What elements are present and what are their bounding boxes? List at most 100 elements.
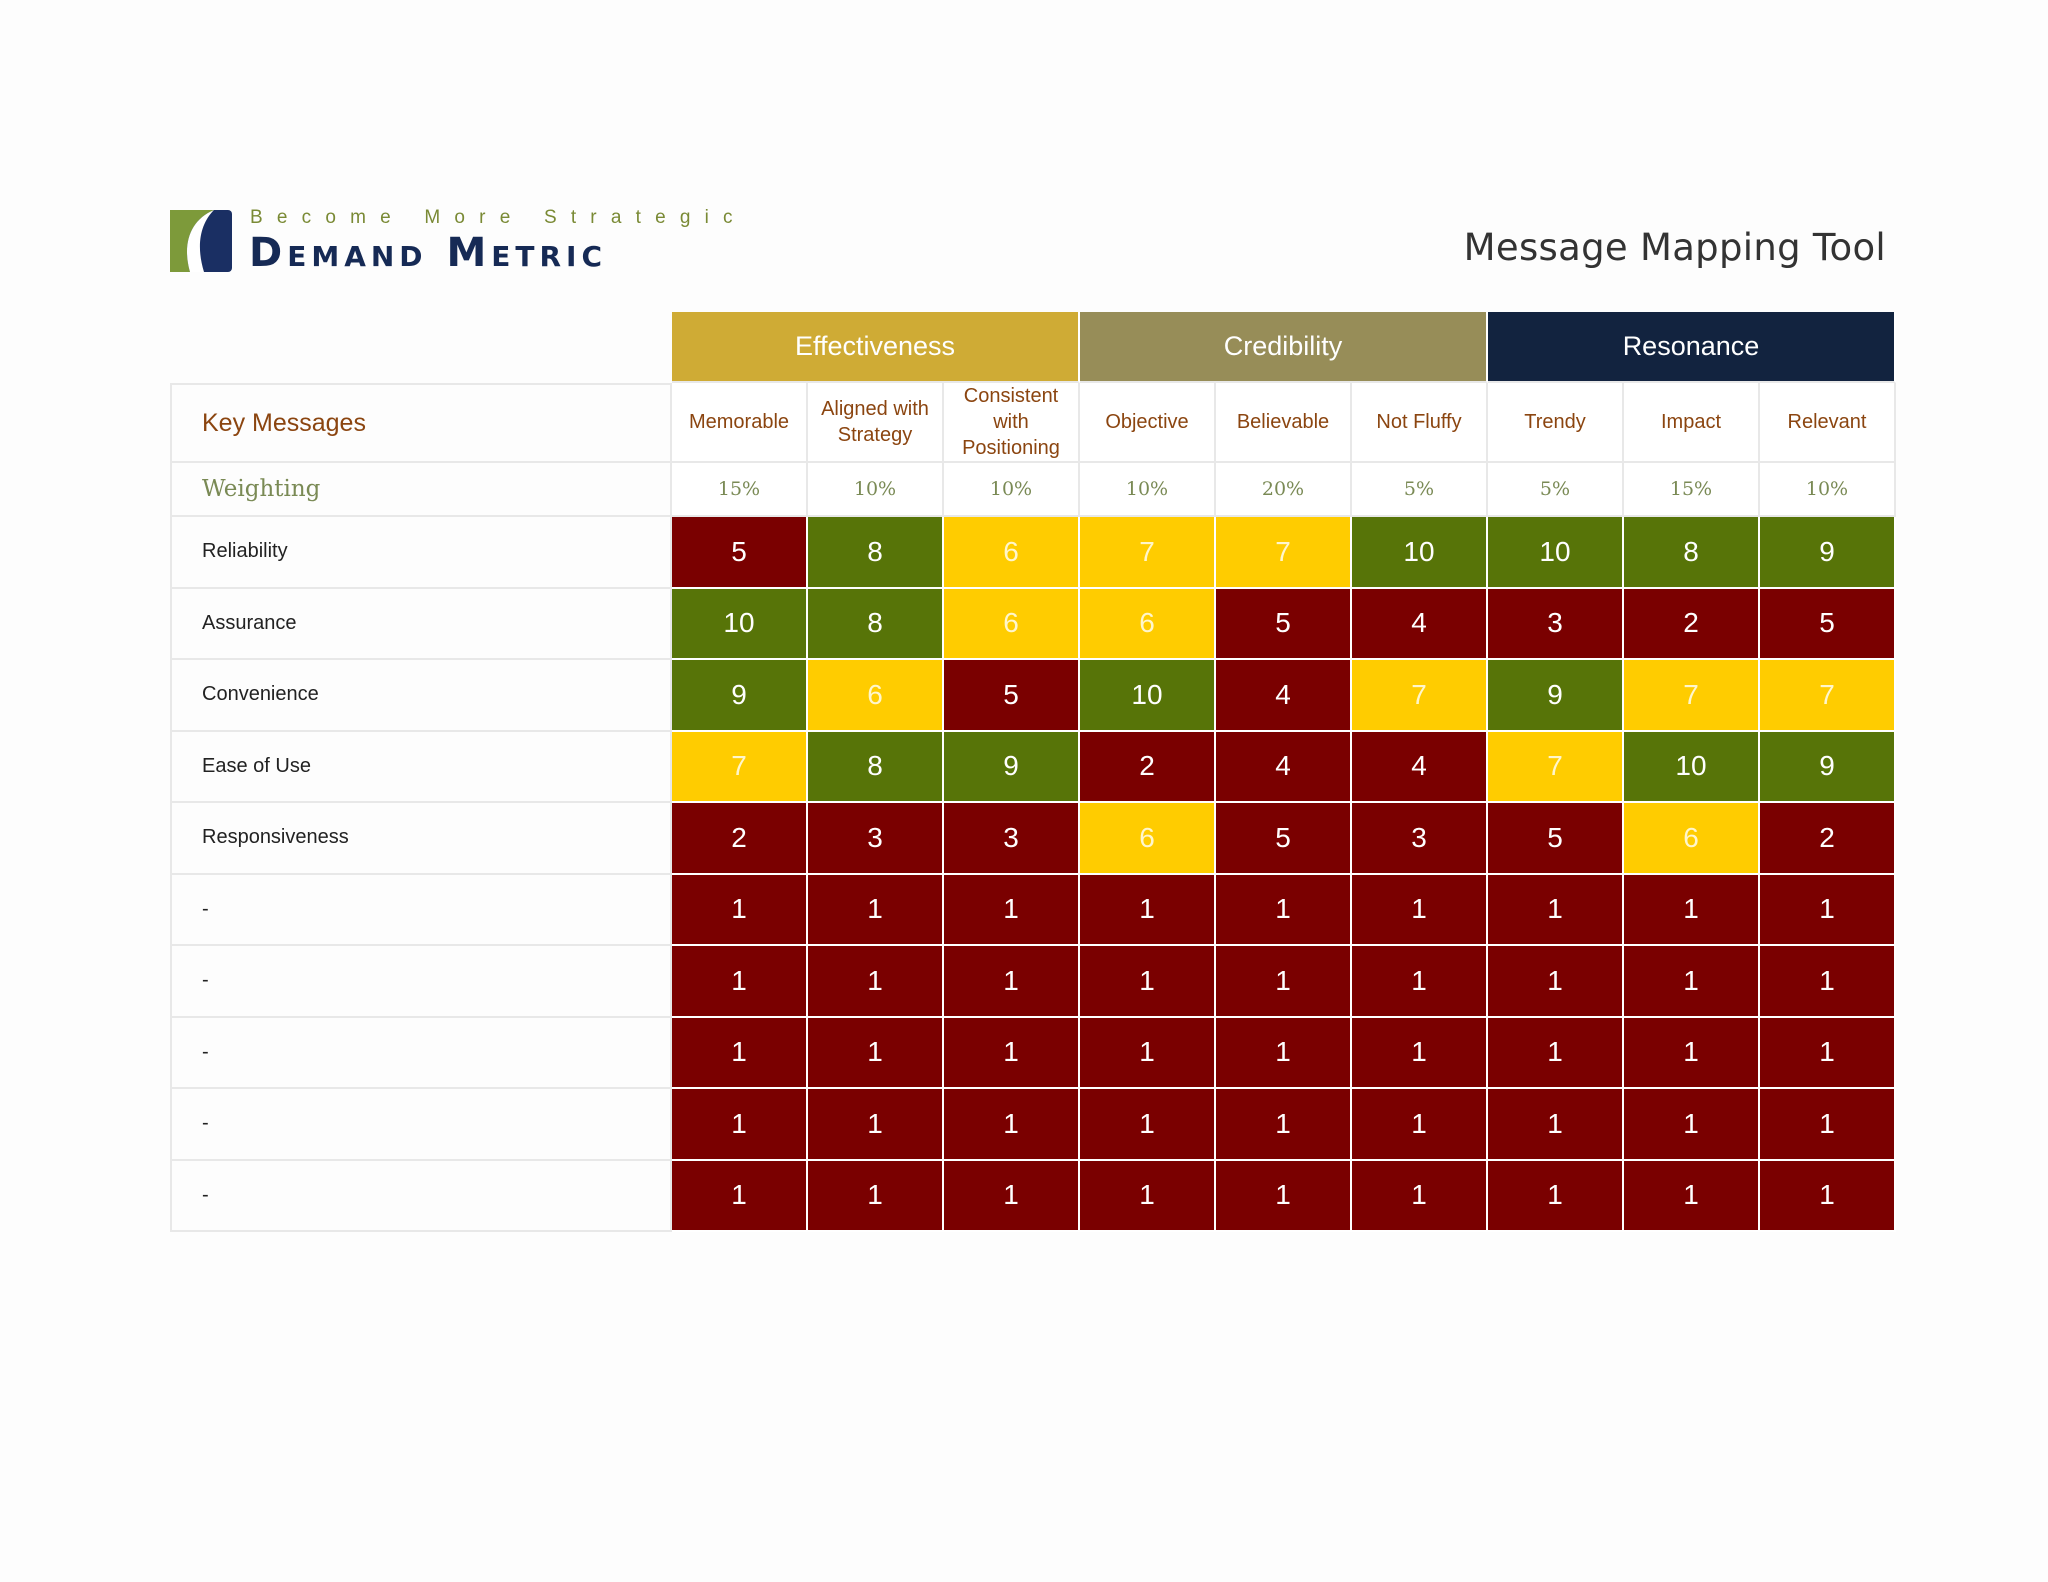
score-cell[interactable]: 1 [1080,1017,1216,1089]
score-cell[interactable]: 1 [1216,946,1352,1018]
score-cell[interactable]: 3 [808,803,944,875]
score-cell[interactable]: 5 [1216,803,1352,875]
score-cell[interactable]: 3 [944,803,1080,875]
score-cell[interactable]: 2 [672,803,808,875]
score-cell[interactable]: 5 [1216,588,1352,660]
key-message-label[interactable]: Convenience [170,660,672,732]
score-cell[interactable]: 1 [1624,1160,1760,1232]
score-cell[interactable]: 10 [672,588,808,660]
weight-value[interactable]: 10% [944,463,1080,517]
score-cell[interactable]: 6 [808,660,944,732]
score-cell[interactable]: 1 [1488,946,1624,1018]
score-cell[interactable]: 2 [1760,803,1896,875]
score-cell[interactable]: 7 [1216,517,1352,589]
score-cell[interactable]: 2 [1080,731,1216,803]
score-cell[interactable]: 1 [808,1160,944,1232]
score-cell[interactable]: 1 [1760,1160,1896,1232]
score-cell[interactable]: 1 [1352,1089,1488,1161]
score-cell[interactable]: 1 [1760,1089,1896,1161]
score-cell[interactable]: 8 [808,588,944,660]
score-cell[interactable]: 9 [1488,660,1624,732]
score-cell[interactable]: 1 [1352,946,1488,1018]
score-cell[interactable]: 8 [808,517,944,589]
score-cell[interactable]: 7 [1624,660,1760,732]
score-cell[interactable]: 1 [1352,1017,1488,1089]
score-cell[interactable]: 1 [1080,1089,1216,1161]
score-cell[interactable]: 1 [944,946,1080,1018]
weight-value[interactable]: 15% [1624,463,1760,517]
score-cell[interactable]: 1 [672,1017,808,1089]
score-cell[interactable]: 10 [1080,660,1216,732]
key-message-label[interactable]: Ease of Use [170,731,672,803]
score-cell[interactable]: 1 [1216,1160,1352,1232]
score-cell[interactable]: 4 [1216,731,1352,803]
score-cell[interactable]: 10 [1352,517,1488,589]
score-cell[interactable]: 9 [944,731,1080,803]
score-cell[interactable]: 8 [1624,517,1760,589]
key-message-label[interactable]: Assurance [170,588,672,660]
score-cell[interactable]: 6 [944,588,1080,660]
score-cell[interactable]: 1 [1352,874,1488,946]
score-cell[interactable]: 6 [1080,803,1216,875]
weight-value[interactable]: 15% [672,463,808,517]
weight-value[interactable]: 5% [1352,463,1488,517]
score-cell[interactable]: 1 [1488,1160,1624,1232]
score-cell[interactable]: 1 [944,1089,1080,1161]
score-cell[interactable]: 1 [1624,1017,1760,1089]
score-cell[interactable]: 3 [1488,588,1624,660]
score-cell[interactable]: 1 [808,874,944,946]
score-cell[interactable]: 7 [1760,660,1896,732]
score-cell[interactable]: 6 [1080,588,1216,660]
score-cell[interactable]: 10 [1624,731,1760,803]
score-cell[interactable]: 5 [1488,803,1624,875]
score-cell[interactable]: 5 [944,660,1080,732]
score-cell[interactable]: 7 [672,731,808,803]
score-cell[interactable]: 4 [1352,731,1488,803]
weight-value[interactable]: 10% [808,463,944,517]
score-cell[interactable]: 1 [808,1017,944,1089]
score-cell[interactable]: 9 [1760,731,1896,803]
key-message-label[interactable]: - [170,946,672,1018]
score-cell[interactable]: 1 [1080,1160,1216,1232]
score-cell[interactable]: 1 [1760,946,1896,1018]
score-cell[interactable]: 1 [944,1017,1080,1089]
key-message-label[interactable]: - [170,874,672,946]
score-cell[interactable]: 9 [672,660,808,732]
score-cell[interactable]: 5 [1760,588,1896,660]
score-cell[interactable]: 1 [672,874,808,946]
weight-value[interactable]: 10% [1080,463,1216,517]
score-cell[interactable]: 1 [944,874,1080,946]
score-cell[interactable]: 3 [1352,803,1488,875]
score-cell[interactable]: 1 [1760,874,1896,946]
score-cell[interactable]: 1 [1488,1017,1624,1089]
score-cell[interactable]: 1 [1352,1160,1488,1232]
score-cell[interactable]: 4 [1216,660,1352,732]
weight-value[interactable]: 5% [1488,463,1624,517]
key-message-label[interactable]: - [170,1089,672,1161]
score-cell[interactable]: 1 [1488,874,1624,946]
score-cell[interactable]: 1 [1488,1089,1624,1161]
weight-value[interactable]: 10% [1760,463,1896,517]
score-cell[interactable]: 9 [1760,517,1896,589]
score-cell[interactable]: 6 [944,517,1080,589]
score-cell[interactable]: 1 [1216,874,1352,946]
score-cell[interactable]: 1 [672,946,808,1018]
score-cell[interactable]: 1 [1080,874,1216,946]
score-cell[interactable]: 1 [1216,1089,1352,1161]
score-cell[interactable]: 1 [1624,874,1760,946]
score-cell[interactable]: 1 [808,946,944,1018]
score-cell[interactable]: 1 [1080,946,1216,1018]
score-cell[interactable]: 1 [1216,1017,1352,1089]
score-cell[interactable]: 7 [1488,731,1624,803]
score-cell[interactable]: 1 [944,1160,1080,1232]
score-cell[interactable]: 10 [1488,517,1624,589]
score-cell[interactable]: 1 [1760,1017,1896,1089]
score-cell[interactable]: 5 [672,517,808,589]
score-cell[interactable]: 7 [1080,517,1216,589]
score-cell[interactable]: 4 [1352,588,1488,660]
score-cell[interactable]: 1 [672,1160,808,1232]
score-cell[interactable]: 1 [1624,1089,1760,1161]
score-cell[interactable]: 7 [1352,660,1488,732]
key-message-label[interactable]: - [170,1160,672,1232]
score-cell[interactable]: 1 [672,1089,808,1161]
